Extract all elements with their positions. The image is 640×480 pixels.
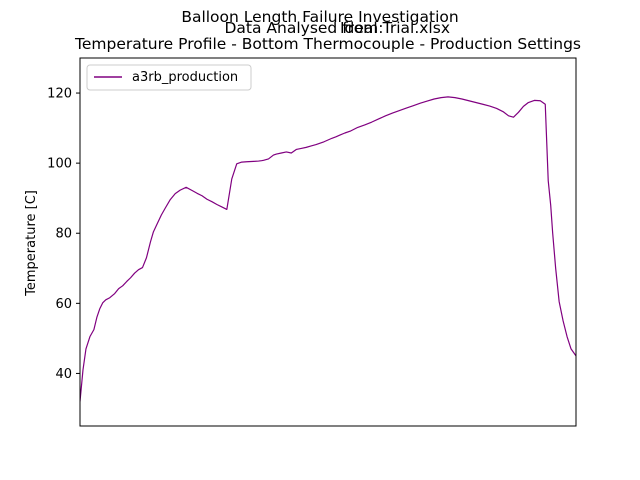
y-tick-label: 60 xyxy=(55,297,72,312)
y-tick-label: 100 xyxy=(47,157,72,172)
y-axis-ticks: 40 60 80 100 120 xyxy=(47,87,80,382)
y-axis-label: Temperature [C] xyxy=(24,190,39,297)
y-tick-label: 40 xyxy=(55,367,72,382)
legend-label-a3rb-production: a3rb_production xyxy=(132,70,238,85)
legend-box xyxy=(86,64,252,91)
chart-title-line-4: Temperature Profile - Bottom Thermocoupl… xyxy=(74,35,581,53)
y-tick-label: 120 xyxy=(47,87,72,102)
chart-title-line-1: Balloon Length Failure Investigation xyxy=(181,8,458,26)
chart-title-line-3: Ideal Trial.xlsx xyxy=(340,19,450,37)
series-group xyxy=(80,96,576,402)
y-tick-label: 80 xyxy=(55,227,72,242)
legend: a3rb_production xyxy=(86,64,252,91)
series-line-a3rb-production xyxy=(80,96,576,402)
chart-title-line-2: Data Analysed from: xyxy=(224,19,383,37)
plot-frame xyxy=(79,57,577,427)
